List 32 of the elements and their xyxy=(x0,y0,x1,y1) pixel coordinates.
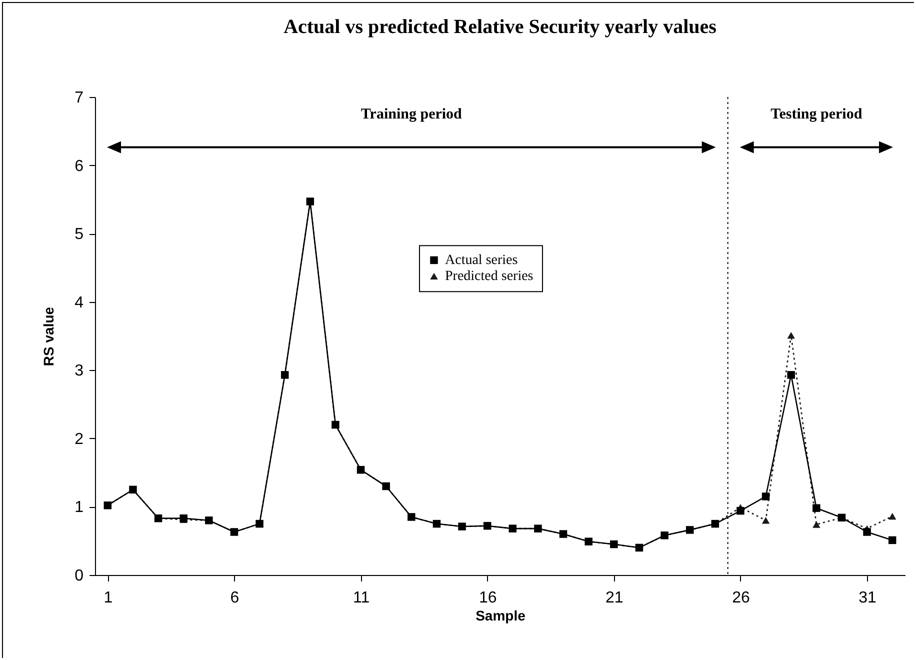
y-axis-title: RS value xyxy=(40,306,57,366)
x-tick-label: 11 xyxy=(352,590,370,606)
point xyxy=(787,332,795,339)
y-tick-label: 0 xyxy=(74,568,84,584)
x-tick-label: 31 xyxy=(858,590,877,606)
annotation: Training period xyxy=(360,106,463,123)
y-tick-label: 6 xyxy=(74,158,84,175)
y-tick-label: 5 xyxy=(74,226,84,244)
y-tick-label: 4 xyxy=(74,294,84,312)
x-tick-label: 16 xyxy=(478,590,497,606)
point xyxy=(762,517,770,524)
point xyxy=(736,506,744,515)
point xyxy=(812,504,820,512)
y-tick-label: 3 xyxy=(74,362,84,380)
annotation: Testing period xyxy=(770,106,863,123)
point xyxy=(863,528,871,536)
y-tick-label: 7 xyxy=(74,90,84,106)
x-tick-label: 21 xyxy=(606,590,624,606)
point xyxy=(812,521,820,528)
x-axis-title: Sample xyxy=(476,608,526,624)
y-tick-label: 1 xyxy=(74,499,84,516)
legend-label: Actual series xyxy=(445,253,518,268)
x-tick-label: 1 xyxy=(104,590,113,606)
point xyxy=(762,492,770,500)
point xyxy=(888,512,896,520)
y-tick-label: 2 xyxy=(74,430,84,448)
chart-title: Actual vs predicted Relative Security yearly values xyxy=(284,16,717,38)
point xyxy=(888,536,896,544)
x-tick-label: 6 xyxy=(230,590,240,606)
legend-label: Predicted series xyxy=(445,269,534,284)
x-tick-label: 26 xyxy=(732,590,750,606)
point xyxy=(787,371,795,379)
